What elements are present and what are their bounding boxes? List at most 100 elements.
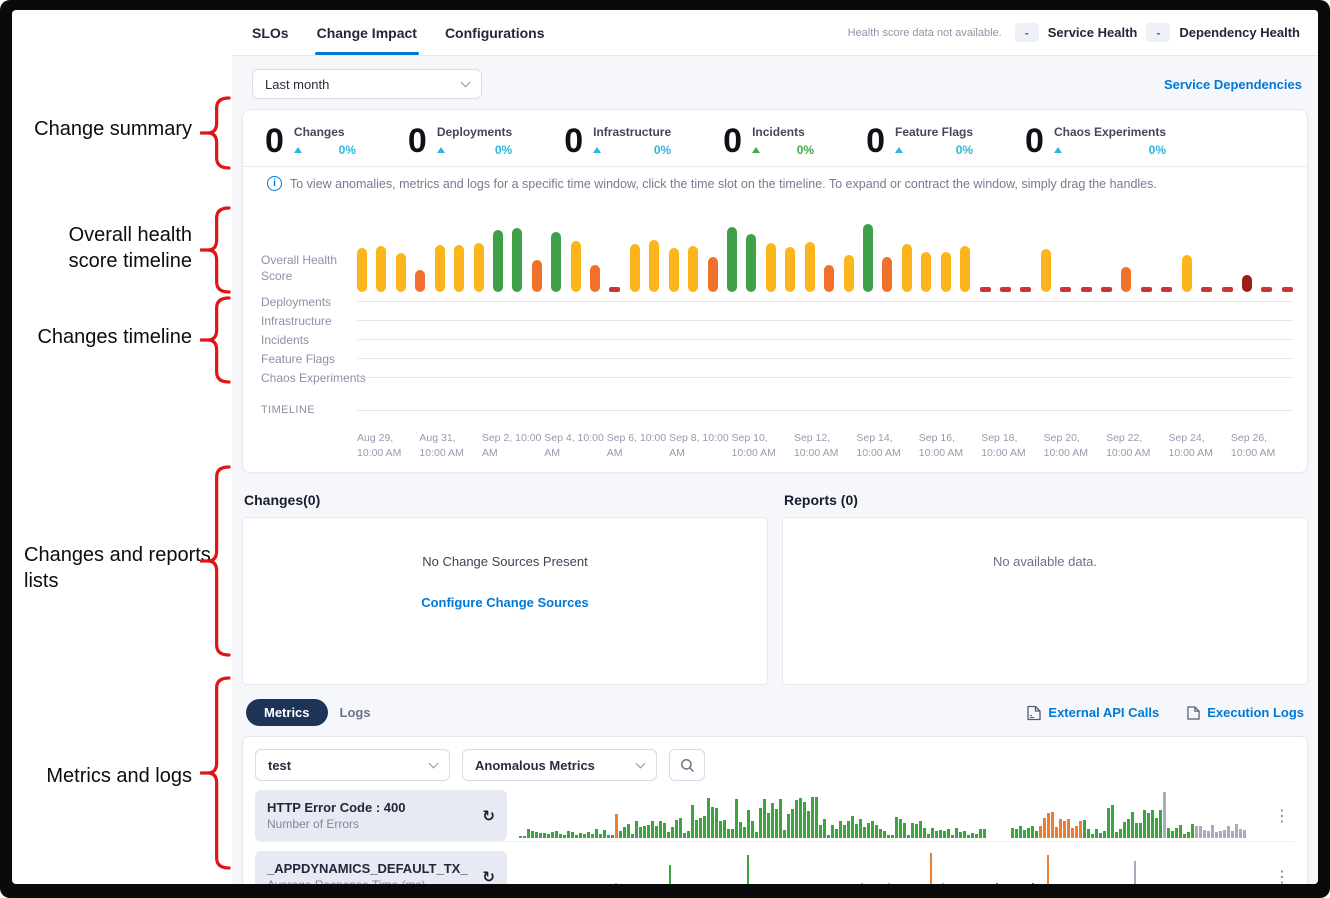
sparkline-bar [631,834,634,839]
health-score-bar[interactable] [415,270,426,292]
sparkline-bar [930,853,932,884]
sparkline-bar [735,799,738,839]
external-api-calls-link[interactable]: External API Calls [1027,705,1159,721]
health-score-bar[interactable] [901,244,912,292]
health-score-bar[interactable] [492,230,503,292]
health-score-bar[interactable] [785,247,796,292]
health-score-bar[interactable] [999,287,1011,292]
health-score-bar[interactable] [1140,287,1152,292]
sparkline-bar [847,821,850,839]
sparkline-bar [1087,829,1090,839]
health-score-bar[interactable] [1261,287,1273,292]
health-score-bar[interactable] [1101,287,1113,292]
sparkline-bar [851,816,854,839]
metric-card-http-error[interactable]: HTTP Error Code : 400 Number of Errors ↻ [255,790,507,842]
time-range-select[interactable]: Last month [252,69,482,99]
tab-slos[interactable]: SLOs [252,10,289,55]
sparkline-bar [579,833,582,839]
service-select[interactable]: test [255,749,450,782]
health-score-bar[interactable] [1060,287,1072,292]
sparkline-bar [783,830,786,839]
sparkline-bar [555,831,558,839]
divider [243,166,1307,167]
health-score-bar[interactable] [746,234,757,292]
health-score-bar[interactable] [862,224,873,292]
configure-change-sources-link[interactable]: Configure Change Sources [421,595,589,611]
health-score-bar[interactable] [551,232,562,292]
refresh-icon[interactable]: ↻ [482,868,495,884]
metric-filter-select[interactable]: Anomalous Metrics [462,749,657,782]
timeline-date: Sep 26, 10:00 AM [1230,432,1276,459]
sparkline-bar [1032,883,1034,884]
sparkline-bar [651,821,654,839]
sparkline-bar [815,797,818,839]
health-score-bar[interactable] [629,244,640,292]
health-score-bar[interactable] [1020,287,1032,292]
health-score-bar[interactable] [454,245,465,292]
health-score-bar[interactable] [1181,255,1192,292]
health-score-bar[interactable] [376,246,387,292]
metrics-filters: test Anomalous Metrics [255,749,1295,782]
search-icon [680,758,694,772]
health-score-bar[interactable] [707,257,718,292]
summary-stat-changes: 0 Changes 0% [265,124,356,158]
sparkline-bar [615,814,618,839]
metric-card-appdynamics[interactable]: _APPDYNAMICS_DEFAULT_TX_ Average Respons… [255,851,507,884]
health-score-bar[interactable] [960,246,971,292]
health-score-bar[interactable] [1080,287,1092,292]
tab-logs[interactable]: Logs [339,705,371,721]
health-score-bar[interactable] [395,253,406,292]
health-score-bar[interactable] [512,228,523,292]
health-score-bar[interactable] [1040,249,1051,292]
sparkline-bar [951,835,954,839]
health-score-bar[interactable] [570,241,581,292]
tab-metrics[interactable]: Metrics [246,699,328,727]
health-score-bar[interactable] [609,287,621,292]
sparkline-bar [527,829,530,839]
health-score-bar[interactable] [882,257,893,292]
health-score-bar[interactable] [649,240,660,292]
health-score-bar[interactable] [1281,287,1293,292]
sparkline-bar [911,823,914,839]
search-button[interactable] [669,749,705,782]
health-score-bar[interactable] [1201,287,1213,292]
health-score-bar[interactable] [434,245,445,292]
health-score-bar[interactable] [940,252,951,292]
health-score-bar[interactable] [921,252,932,292]
kebab-menu-icon[interactable]: ⋮ [1274,807,1290,825]
sparkline-bar [1091,834,1094,839]
health-score-bar[interactable] [824,265,835,292]
tab-configurations[interactable]: Configurations [445,10,545,55]
health-score-bar[interactable] [688,246,699,292]
health-score-bars [357,220,1293,292]
health-score-bar[interactable] [1221,287,1233,292]
health-score-bar[interactable] [843,255,854,292]
health-score-bar[interactable] [1161,287,1173,292]
sparkline-bar [671,827,674,839]
service-health-label: Service Health [1047,25,1138,40]
health-score-bar[interactable] [765,243,776,292]
health-score-bar[interactable] [531,260,542,292]
service-dependencies-link[interactable]: Service Dependencies [1163,76,1302,92]
health-score-bar[interactable] [473,243,484,292]
stat-value: 0 [265,122,284,160]
health-score-bar[interactable] [590,265,601,292]
kebab-menu-icon[interactable]: ⋮ [1274,868,1290,884]
health-score-bar[interactable] [727,227,738,292]
sparkline-bar [567,831,570,839]
refresh-icon[interactable]: ↻ [482,807,495,825]
tab-change-impact[interactable]: Change Impact [314,10,419,55]
sparkline-bar [1051,812,1054,839]
execution-logs-link[interactable]: Execution Logs [1187,705,1304,721]
sparkline-bar [1167,828,1170,839]
health-score-bar[interactable] [979,287,991,292]
sparkline-bar [599,834,602,839]
health-score-bar[interactable] [1121,267,1132,292]
health-score-bar[interactable] [668,248,679,292]
summary-stat-incidents: 0 Incidents 0% [723,124,814,158]
sparkline-bar [919,821,922,839]
health-score-bar[interactable] [1241,275,1252,292]
health-score-bar[interactable] [357,248,367,292]
health-score-bar[interactable] [804,242,815,292]
stat-value: 0 [1025,122,1044,160]
